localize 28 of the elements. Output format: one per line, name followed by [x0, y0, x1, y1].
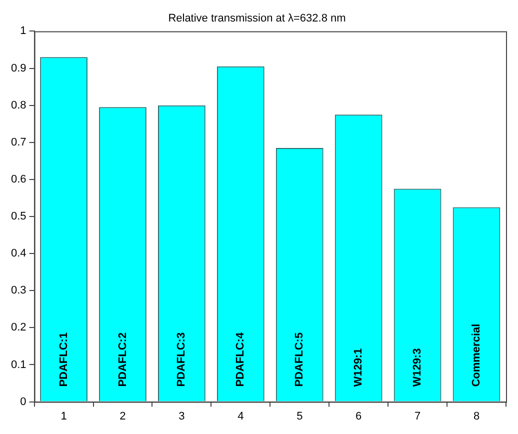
y-tick-label: 0.1: [10, 358, 26, 371]
x-tick-label: 3: [178, 410, 185, 422]
annotation: PDAFLC:3: [176, 332, 188, 387]
annotation: PDAFLC:4: [234, 332, 247, 387]
x-tick-label: 6: [356, 410, 362, 422]
annotation: PDAFLC:5: [294, 332, 306, 387]
annotation: Commercial: [470, 324, 483, 387]
x-tick-label: 8: [473, 410, 480, 422]
annotation: W129:3: [412, 348, 424, 387]
y-tick-label: 0.2: [10, 322, 26, 334]
y-tick-label: 0.9: [10, 62, 26, 74]
y-tick-label: 1: [20, 25, 26, 38]
x-tick-label: 5: [296, 410, 303, 422]
y-tick-label: 0: [20, 396, 26, 408]
annotation: W129:1: [352, 348, 365, 387]
x-tick-label: 4: [238, 410, 244, 422]
chart-title: Relative transmission at λ=632.8 nm: [168, 12, 346, 25]
y-tick-label: 0.7: [10, 136, 26, 148]
y-tick-label: 0.4: [10, 248, 26, 260]
y-tick-label: 0.5: [10, 210, 26, 223]
x-tick-label: 7: [414, 410, 421, 422]
x-tick-label: 1: [60, 410, 67, 422]
x-tick-label: 2: [120, 410, 126, 422]
annotation: PDAFLC:2: [116, 332, 129, 387]
annotation: PDAFLC:1: [58, 332, 70, 387]
y-tick-label: 0.6: [10, 173, 26, 186]
y-tick-label: 0.3: [10, 284, 26, 297]
y-tick-label: 0.8: [10, 99, 26, 112]
